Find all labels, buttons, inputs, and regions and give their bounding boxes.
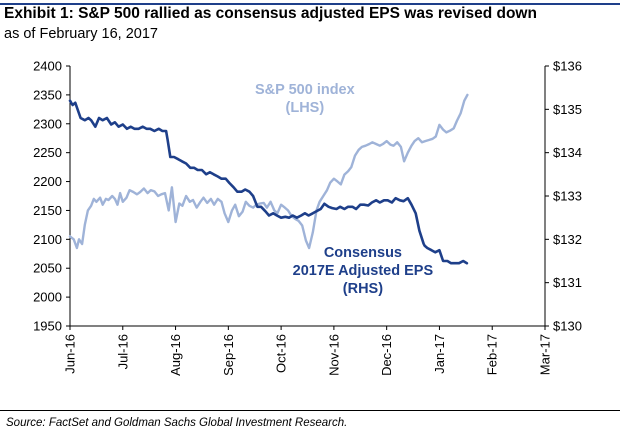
x-tick-label: Sep-16 <box>221 334 236 376</box>
eps-label-line: Consensus <box>324 245 402 261</box>
eps-label-line: 2017E Adjusted EPS <box>293 263 434 279</box>
x-tick-label: Jun-16 <box>63 334 78 374</box>
left-tick-label: 2200 <box>33 174 62 189</box>
x-tick-label: Jan-17 <box>432 334 447 374</box>
right-tick-label: $132 <box>553 232 582 247</box>
x-tick-label: Mar-17 <box>538 334 553 375</box>
right-tick-label: $136 <box>553 59 582 74</box>
chart-subtitle: as of February 16, 2017 <box>4 26 158 42</box>
x-tick-label: Dec-16 <box>379 334 394 376</box>
left-tick-label: 2350 <box>33 87 62 102</box>
sp500-label-line: (LHS) <box>286 100 325 116</box>
right-tick-label: $135 <box>553 102 582 117</box>
left-tick-label: 1950 <box>33 319 62 334</box>
series-labels: S&P 500 index (LHS) Consensus 2017E Adjuste… <box>255 82 433 297</box>
left-tick-label: 2250 <box>33 145 62 160</box>
x-tick-label: Oct-16 <box>274 334 289 373</box>
right-tick-label: $134 <box>553 145 582 160</box>
chart-title: Exhibit 1: S&P 500 rallied as consensus … <box>4 5 537 22</box>
x-tick-label: Aug-16 <box>168 334 183 376</box>
sp500-label-line: S&P 500 index <box>255 82 355 98</box>
left-tick-label: 2150 <box>33 203 62 218</box>
top-border <box>0 3 620 5</box>
sp500-line <box>68 93 469 250</box>
eps-label-line: (RHS) <box>343 281 383 297</box>
right-tick-label: $130 <box>553 319 582 334</box>
right-tick-label: $131 <box>553 275 582 290</box>
left-tick-label: 2000 <box>33 290 62 305</box>
left-tick-label: 2400 <box>33 59 62 74</box>
source-note: Source: FactSet and Goldman Sachs Global… <box>6 417 348 429</box>
x-tick-label: Nov-16 <box>326 334 341 376</box>
x-tick-label: Jul-16 <box>115 334 130 369</box>
left-tick-label: 2050 <box>33 261 62 276</box>
left-tick-label: 2100 <box>33 232 62 247</box>
eps-line <box>68 99 469 265</box>
source-divider <box>0 410 620 411</box>
right-tick-label: $133 <box>553 189 582 204</box>
chart-series <box>68 93 469 265</box>
chart-axes: 1950 2000 2050 2100 2150 2200 2250 2300 2350 2400… <box>33 59 582 376</box>
left-tick-label: 2300 <box>33 116 62 131</box>
x-tick-label: Feb-17 <box>485 334 500 375</box>
